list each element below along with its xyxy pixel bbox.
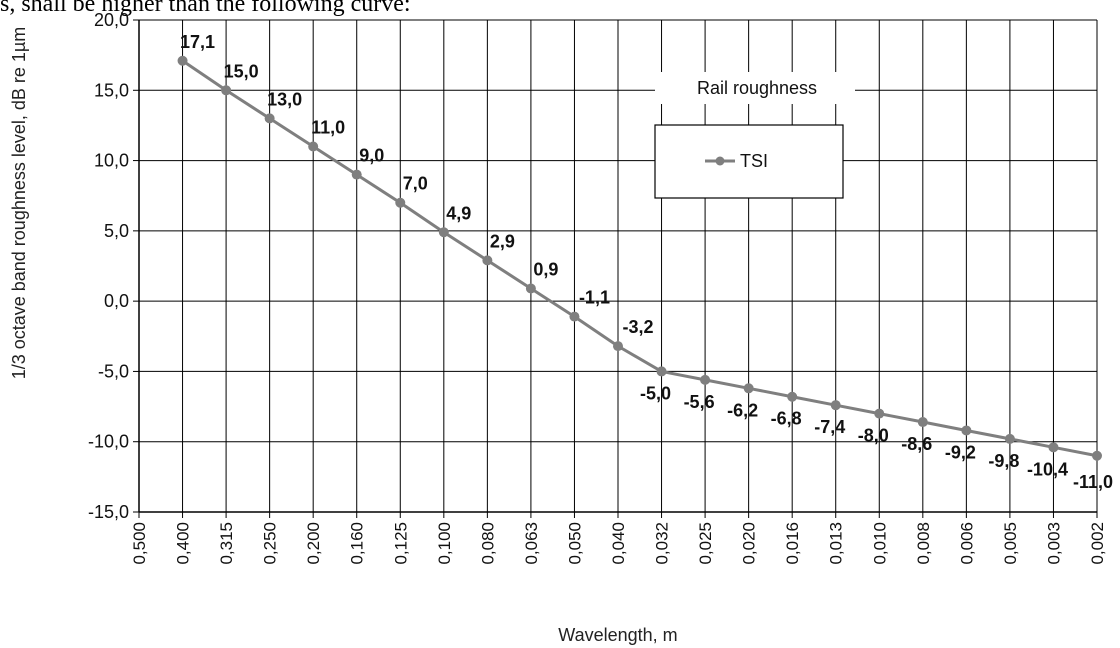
data-point bbox=[264, 113, 275, 124]
legend-label-tsi: TSI bbox=[740, 151, 768, 171]
data-point bbox=[525, 283, 536, 294]
data-label: 13,0 bbox=[267, 89, 302, 109]
x-tick-label: 0,005 bbox=[1001, 522, 1020, 565]
legend-marker-swatch bbox=[715, 156, 725, 166]
axes: -15,0 -10,0 -5,0 0,0 5,0 10,0 15,0 20,0 0,500 0,4… bbox=[88, 10, 1107, 565]
data-point bbox=[177, 55, 188, 66]
chart-title: Rail roughness bbox=[697, 78, 817, 98]
x-tick-label: 0,013 bbox=[827, 522, 846, 565]
y-tick-label: -15,0 bbox=[88, 502, 129, 522]
chart-title-box: Rail roughness bbox=[655, 72, 855, 104]
x-tick-label: 0,100 bbox=[435, 522, 454, 565]
data-point bbox=[874, 408, 885, 419]
data-label: 0,9 bbox=[533, 259, 558, 279]
x-tick-label: 0,006 bbox=[957, 522, 976, 565]
data-label: -6,2 bbox=[727, 400, 758, 420]
data-label: -9,8 bbox=[988, 451, 1019, 471]
y-tick-label: -10,0 bbox=[88, 432, 129, 452]
data-label: -10,4 bbox=[1027, 459, 1068, 479]
x-tick-label: 0,010 bbox=[870, 522, 889, 565]
data-label: -7,4 bbox=[814, 417, 845, 437]
data-point bbox=[569, 311, 580, 322]
data-point bbox=[1092, 450, 1102, 461]
data-label: 11,0 bbox=[311, 118, 345, 138]
y-tick-label: 0,0 bbox=[104, 291, 129, 311]
data-label: -11,0 bbox=[1073, 472, 1113, 492]
x-tick-label: 0,125 bbox=[391, 522, 410, 565]
data-label: -6,8 bbox=[771, 409, 802, 429]
x-tick-label: 0,400 bbox=[174, 522, 193, 565]
y-tick-label: 10,0 bbox=[94, 151, 129, 171]
data-point bbox=[221, 85, 232, 96]
x-tick-label: 0,008 bbox=[914, 522, 933, 565]
data-label: 15,0 bbox=[224, 61, 259, 81]
x-tick-label: 0,040 bbox=[609, 522, 628, 565]
y-tick-label: 5,0 bbox=[104, 221, 129, 241]
y-tick-label: 20,0 bbox=[94, 10, 129, 30]
x-tick-label: 0,160 bbox=[348, 522, 367, 565]
data-point bbox=[395, 197, 406, 208]
x-tick-label: 0,050 bbox=[565, 522, 584, 565]
data-point bbox=[917, 417, 928, 428]
data-label: 7,0 bbox=[403, 174, 428, 194]
data-label: -3,2 bbox=[622, 317, 653, 337]
data-label: -5,6 bbox=[684, 392, 715, 412]
data-point bbox=[830, 400, 841, 411]
data-point bbox=[1048, 442, 1059, 453]
x-tick-label: 0,080 bbox=[478, 522, 497, 565]
title-background bbox=[655, 72, 855, 104]
x-tick-label: 0,200 bbox=[304, 522, 323, 565]
series-tsi-line bbox=[177, 55, 1102, 461]
data-label: -8,0 bbox=[858, 426, 889, 446]
legend: TSI bbox=[654, 124, 844, 199]
data-label: -9,2 bbox=[945, 442, 976, 462]
legend-box bbox=[654, 124, 844, 199]
data-point bbox=[656, 366, 667, 377]
data-label: -1,1 bbox=[579, 288, 610, 308]
data-label: 9,0 bbox=[359, 146, 384, 166]
data-label: 4,9 bbox=[446, 203, 471, 223]
x-tick-label: 0,002 bbox=[1088, 522, 1107, 565]
data-point bbox=[961, 425, 972, 436]
data-point bbox=[308, 141, 319, 152]
x-tick-label: 0,250 bbox=[261, 522, 280, 565]
y-tick-label: 15,0 bbox=[94, 80, 129, 100]
x-tick-label: 0,020 bbox=[740, 522, 759, 565]
data-point bbox=[700, 374, 711, 385]
data-point bbox=[1004, 433, 1015, 444]
y-tick-label: -5,0 bbox=[98, 361, 129, 381]
data-point bbox=[743, 383, 754, 394]
x-tick-label: 0,315 bbox=[217, 522, 236, 565]
x-tick-label: 0,016 bbox=[783, 522, 802, 565]
data-label: 17,1 bbox=[180, 32, 215, 52]
data-labels: 17,1 15,0 13,0 11,0 9,0 7,0 4,9 2,9 0,9 -1,1 -3,2 -… bbox=[180, 32, 1113, 492]
data-label: 2,9 bbox=[490, 231, 515, 251]
x-axis-title: Wavelength, m bbox=[558, 625, 677, 645]
x-tick-label: 0,003 bbox=[1044, 522, 1063, 565]
data-label: -8,6 bbox=[901, 434, 932, 454]
data-point bbox=[438, 227, 449, 238]
x-tick-label: 0,025 bbox=[696, 522, 715, 565]
x-tick-label: 0,500 bbox=[130, 522, 149, 565]
data-point bbox=[351, 169, 362, 180]
data-point bbox=[482, 255, 493, 266]
series-line bbox=[181, 59, 1098, 458]
x-tick-label: 0,032 bbox=[653, 522, 672, 565]
data-point bbox=[613, 341, 623, 352]
preceding-text-line: s, shall be higher than the following cu… bbox=[0, 0, 411, 17]
y-axis-title: 1/3 octave band roughness level, dB re 1… bbox=[9, 27, 29, 380]
data-point bbox=[787, 391, 798, 402]
data-label: -5,0 bbox=[640, 383, 671, 403]
x-tick-label: 0,063 bbox=[522, 522, 541, 565]
